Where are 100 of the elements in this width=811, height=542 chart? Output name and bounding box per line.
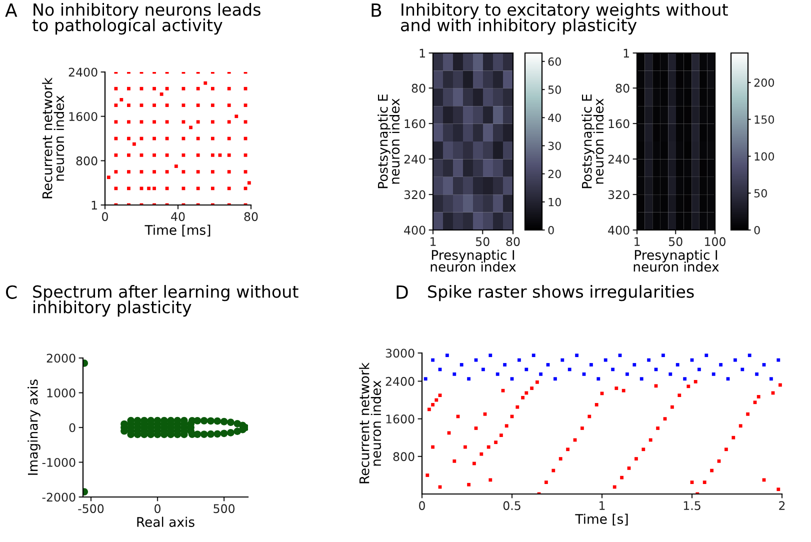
y-tick-label: 160 xyxy=(608,119,630,128)
point xyxy=(488,354,492,358)
y-tick-label: 1600 xyxy=(69,112,98,122)
y-tick-label: 80 xyxy=(412,84,426,93)
point xyxy=(575,354,578,358)
point xyxy=(676,363,680,366)
point xyxy=(590,363,593,366)
y-tick-label: 3000 xyxy=(386,348,414,358)
y-tick-label: -2000 xyxy=(42,492,76,502)
y-tick-label: 160 xyxy=(404,119,426,128)
x-tick-label: 1 xyxy=(634,237,640,246)
point xyxy=(762,363,766,366)
point xyxy=(496,372,500,376)
point xyxy=(503,363,506,366)
y-tick-label: 400 xyxy=(404,226,426,235)
y-tick-label: 320 xyxy=(608,190,630,200)
y-tick-label: 320 xyxy=(404,190,426,200)
color-bar-label: 50 xyxy=(548,86,561,94)
point xyxy=(532,354,536,358)
x-tick-label: 2 xyxy=(779,501,785,510)
point xyxy=(604,358,608,362)
x-axis-title: Time [ms] xyxy=(144,224,210,237)
point xyxy=(446,354,449,358)
y-tick-label: 1 xyxy=(624,48,629,58)
y-tick-label: 80 xyxy=(616,84,630,93)
y-axis-title: Recurrent network neuron index xyxy=(42,78,64,198)
y-tick-label: 1 xyxy=(92,200,97,210)
point xyxy=(647,358,650,362)
point xyxy=(568,368,572,372)
point xyxy=(704,354,708,358)
color-bar-label: 20 xyxy=(548,170,561,178)
x-tick-label: 50 xyxy=(476,237,490,246)
point xyxy=(474,358,478,362)
point xyxy=(524,368,528,372)
point xyxy=(640,377,644,381)
x-tick-label: 0 xyxy=(154,504,160,514)
point xyxy=(632,363,636,366)
point xyxy=(611,368,614,372)
text: D xyxy=(396,286,408,299)
point xyxy=(482,368,485,372)
text: Inhibitory to excitatory weights without and with inhibitory plasticity xyxy=(401,3,728,35)
y-axis-title: Recurrent network neuron index xyxy=(359,362,382,484)
point xyxy=(734,358,737,362)
point xyxy=(748,354,752,358)
x-tick-label: -500 xyxy=(78,504,104,514)
x-tick-label: 0.5 xyxy=(503,501,520,510)
y-tick-label: 2000 xyxy=(46,354,76,363)
x-axis-title: Presynaptic I neuron index xyxy=(634,250,719,272)
color-bar-label: 60 xyxy=(548,57,561,66)
y-axis-title: Postsynaptic E neuron index xyxy=(378,94,400,188)
y-tick-label: 1000 xyxy=(47,388,76,398)
point xyxy=(618,354,622,358)
y-tick-label: 800 xyxy=(76,156,98,166)
x-tick-label: 100 xyxy=(705,237,726,246)
x-tick-label: 80 xyxy=(244,212,258,222)
y-tick-label: 240 xyxy=(608,154,630,164)
point xyxy=(510,377,514,381)
color-bar-label: 30 xyxy=(548,142,561,150)
point xyxy=(755,372,758,376)
y-tick-label: 1600 xyxy=(386,414,414,424)
text: B xyxy=(372,4,382,17)
x-tick-label: 500 xyxy=(214,504,235,514)
point xyxy=(431,358,434,362)
y-tick-label: -1000 xyxy=(42,458,76,467)
color-bar-label: 0 xyxy=(754,226,760,234)
point xyxy=(560,358,564,362)
x-tick-label: 80 xyxy=(506,237,520,246)
point xyxy=(683,377,686,381)
point xyxy=(582,372,586,376)
point xyxy=(770,377,773,381)
y-axis-title: Postsynaptic E neuron index xyxy=(582,94,604,188)
x-tick-label: 1 xyxy=(600,501,605,510)
x-tick-label: 40 xyxy=(171,212,185,222)
point xyxy=(626,372,629,376)
y-axis-title: Imaginary axis xyxy=(28,380,40,475)
y-tick-label: 1 xyxy=(420,48,425,58)
color-bar-label: 200 xyxy=(754,78,774,87)
point xyxy=(776,358,780,362)
x-axis-title: Real axis xyxy=(137,516,194,527)
point xyxy=(662,354,665,358)
chart-title: Spike raster shows irregularities xyxy=(428,285,694,302)
x-tick-label: 0 xyxy=(102,212,108,222)
color-bar-label: 40 xyxy=(548,114,561,122)
y-tick-label: 400 xyxy=(608,226,630,235)
x-tick-label: 50 xyxy=(669,237,682,246)
point xyxy=(452,372,456,376)
point xyxy=(719,363,722,366)
x-axis-title: Time [s] xyxy=(575,514,628,526)
color-bar-label: 0 xyxy=(548,226,554,234)
point xyxy=(698,368,701,372)
point xyxy=(546,363,550,366)
color-bar-label: 10 xyxy=(548,198,561,206)
point xyxy=(467,377,470,381)
y-tick-label: 240 xyxy=(404,154,426,164)
color-bar-label: 50 xyxy=(754,189,767,198)
text: C xyxy=(6,285,17,299)
x-tick-label: 1.5 xyxy=(684,501,700,510)
color-bar-label: 100 xyxy=(754,152,774,161)
chart-title: No inhibitory neurons leads to pathological activity xyxy=(32,3,260,35)
y-tick-label: 800 xyxy=(393,452,414,462)
